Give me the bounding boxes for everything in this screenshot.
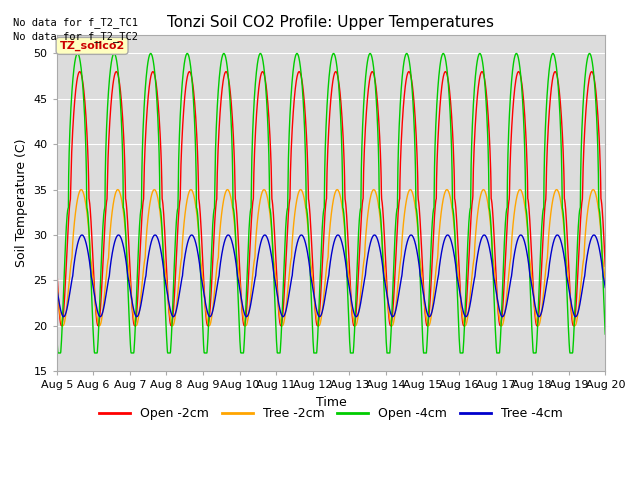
Text: No data for f_T2_TC2: No data for f_T2_TC2 xyxy=(13,31,138,42)
Legend: Open -2cm, Tree -2cm, Open -4cm, Tree -4cm: Open -2cm, Tree -2cm, Open -4cm, Tree -4… xyxy=(94,402,568,425)
X-axis label: Time: Time xyxy=(316,396,346,408)
Y-axis label: Soil Temperature (C): Soil Temperature (C) xyxy=(15,139,28,267)
Text: TZ_soilco2: TZ_soilco2 xyxy=(60,41,125,51)
Title: Tonzi Soil CO2 Profile: Upper Temperatures: Tonzi Soil CO2 Profile: Upper Temperatur… xyxy=(168,15,495,30)
Text: No data for f_T2_TC1: No data for f_T2_TC1 xyxy=(13,17,138,28)
